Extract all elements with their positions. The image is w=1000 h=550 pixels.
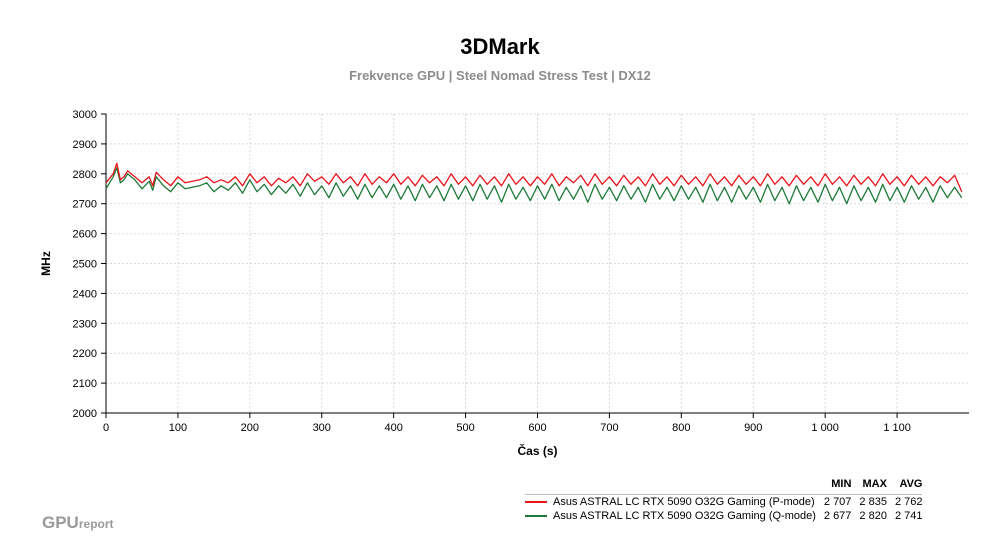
- chart-subtitle: Frekvence GPU | Steel Nomad Stress Test …: [349, 68, 651, 83]
- y-tick-label: 2600: [73, 229, 97, 241]
- legend-min: 2 707: [823, 496, 852, 508]
- y-tick-label: 2700: [73, 199, 97, 211]
- x-axis-label: Čas (s): [517, 443, 557, 458]
- legend-series-name: Asus ASTRAL LC RTX 5090 O32G Gaming (Q-m…: [553, 510, 816, 522]
- x-tick-label: 100: [169, 422, 187, 434]
- y-tick-label: 2900: [73, 139, 97, 151]
- chart-title: 3DMark: [460, 34, 540, 59]
- x-tick-label: 900: [744, 422, 762, 434]
- x-tick-label: 0: [103, 422, 109, 434]
- x-tick-label: 700: [600, 422, 618, 434]
- legend-avg: 2 762: [894, 496, 923, 508]
- series-line-0: [105, 162, 963, 192]
- y-tick-label: 2200: [73, 348, 97, 360]
- y-tick-label: 2000: [73, 408, 97, 420]
- brand-logo-part2: report: [78, 517, 114, 531]
- x-tick-label: 400: [384, 422, 402, 434]
- legend-row: Asus ASTRAL LC RTX 5090 O32G Gaming (P-m…: [525, 495, 922, 510]
- brand-logo-part1: GPU: [42, 513, 79, 532]
- axes: [101, 113, 969, 418]
- legend-max: 2 835: [859, 496, 887, 508]
- tick-labels: 2000210022002300240025002600270028002900…: [73, 109, 911, 434]
- x-tick-label: 300: [313, 422, 331, 434]
- legend-swatch: [525, 501, 547, 504]
- series-line-1: [105, 167, 963, 205]
- x-tick-label: 200: [241, 422, 259, 434]
- legend-row: Asus ASTRAL LC RTX 5090 O32G Gaming (Q-m…: [525, 509, 922, 523]
- x-tick-label: 1 100: [883, 422, 911, 434]
- legend-avg: 2 741: [894, 510, 923, 522]
- y-tick-label: 2400: [73, 288, 97, 300]
- line-chart: 2000210022002300240025002600270028002900…: [39, 109, 969, 458]
- y-tick-label: 3000: [73, 109, 97, 121]
- y-tick-label: 2100: [73, 378, 97, 390]
- y-tick-label: 2500: [73, 259, 97, 271]
- legend-swatch: [525, 515, 547, 518]
- legend: MIN MAX AVG Asus ASTRAL LC RTX 5090 O32G…: [525, 478, 923, 523]
- series-lines: [105, 162, 963, 205]
- legend-header-min: MIN: [831, 478, 852, 490]
- x-tick-label: 1 000: [811, 422, 839, 434]
- y-axis-label: MHz: [39, 251, 53, 276]
- x-tick-label: 500: [456, 422, 474, 434]
- brand-logo: GPUreport: [42, 513, 114, 533]
- legend-series-name: Asus ASTRAL LC RTX 5090 O32G Gaming (P-m…: [553, 496, 815, 508]
- legend-max: 2 820: [859, 510, 887, 522]
- grid: [106, 113, 969, 413]
- x-tick-label: 800: [672, 422, 690, 434]
- y-tick-label: 2300: [73, 318, 97, 330]
- legend-min: 2 677: [823, 510, 852, 522]
- legend-header-avg: AVG: [899, 478, 923, 490]
- x-tick-label: 600: [528, 422, 546, 434]
- legend-header-series: [525, 478, 816, 495]
- y-tick-label: 2800: [73, 169, 97, 181]
- legend-header-max: MAX: [862, 478, 887, 490]
